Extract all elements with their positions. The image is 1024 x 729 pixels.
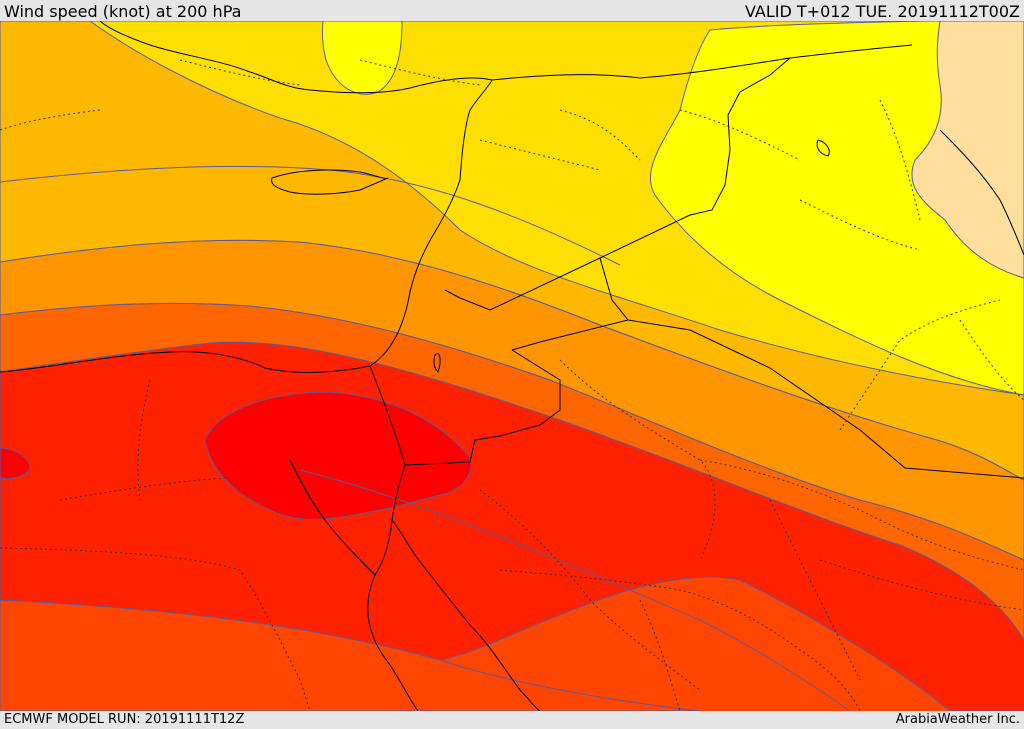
band-yellow [649,21,1024,396]
band-red-core-west [0,447,31,480]
border-saudi-iraq [627,319,1024,479]
lake-tuz [816,139,830,157]
model-run: ECMWF MODEL RUN: 20191111T12Z [4,712,245,727]
cyprus [271,169,389,195]
coastline-sinai [289,459,326,521]
persian-gulf-coast [939,129,1024,256]
map-header: Wind speed (knot) at 200 hPa VALID T+012… [0,0,1024,21]
coastline-egypt-red-sea [367,574,419,711]
border-egypt-israel [369,365,471,466]
map-title: Wind speed (knot) at 200 hPa [4,2,242,21]
border-saudi-jordan-south [469,349,561,463]
band-red-orange-south [0,599,701,711]
border-jordan-east [444,257,601,311]
border-syria-north [491,44,913,81]
band-red-core [204,391,472,520]
band-pale-peach [911,21,1024,279]
credit: ArabiaWeather Inc. [895,712,1020,727]
coastline-turkey-south [99,21,493,94]
wind-speed-map[interactable] [0,21,1024,711]
coastline-egypt-north [0,351,371,373]
coastline-red-sea-east [391,519,541,711]
map-canvas [0,21,1024,711]
valid-time: VALID T+012 TUE. 20191112T00Z [744,2,1020,21]
border-iraq-syria [599,57,791,259]
dead-sea [433,353,441,373]
coastline-levant [369,79,493,367]
map-footer: ECMWF MODEL RUN: 20191111T12Z ArabiaWeat… [0,711,1024,729]
